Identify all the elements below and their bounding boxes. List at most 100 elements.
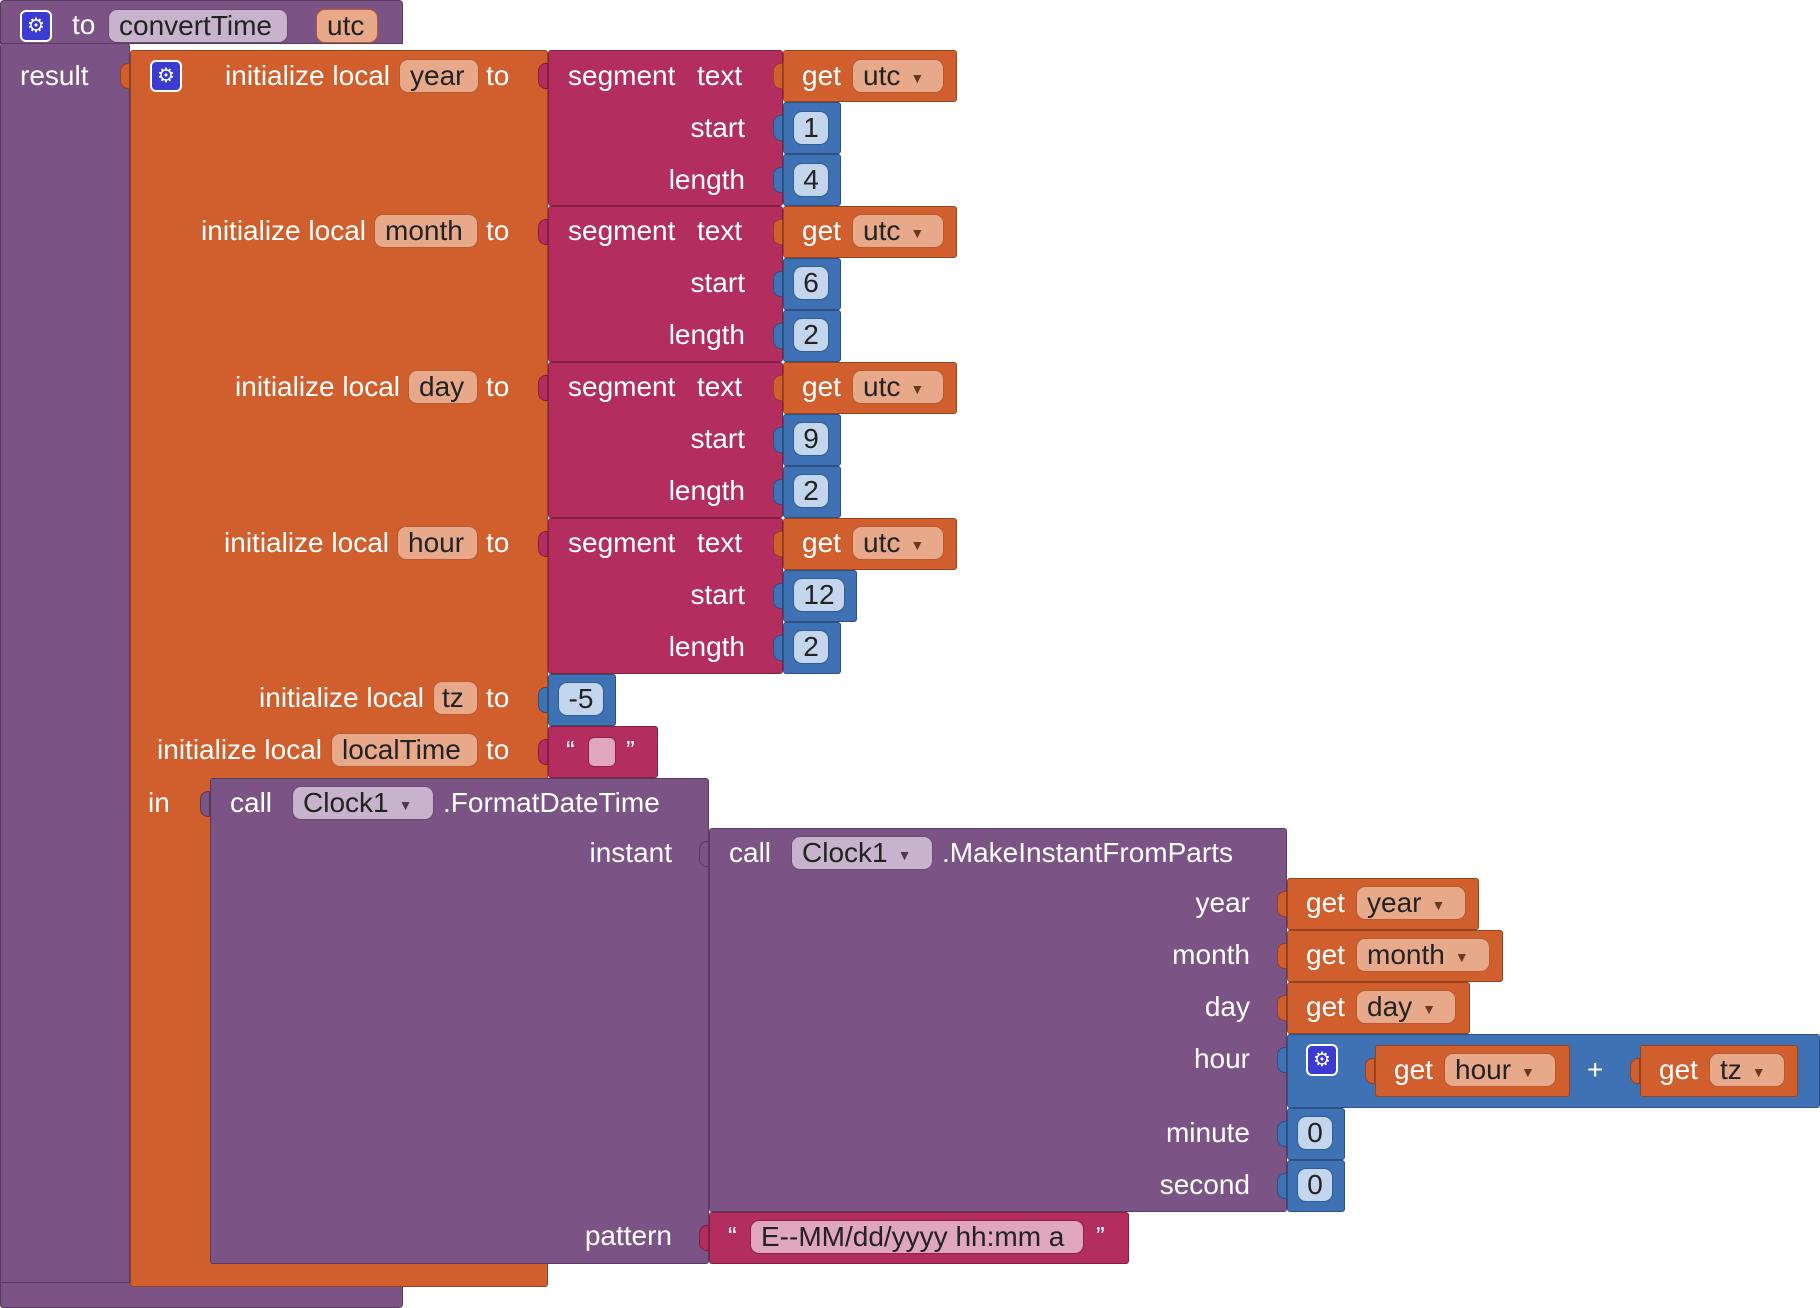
format-instant-label: instant <box>589 837 673 868</box>
segment-block-hour[interactable] <box>548 518 783 674</box>
init-local-label-day: initialize local <box>235 371 400 402</box>
init-local-label-localtime: initialize local <box>157 734 322 765</box>
result-connector <box>120 63 130 89</box>
addition-gear-icon[interactable]: ⚙ <box>1306 1044 1338 1076</box>
number-value-hour-start[interactable]: 12 <box>793 578 845 612</box>
format-call-label: call <box>230 787 273 818</box>
dropdown-arrow-icon: ▼ <box>897 846 912 863</box>
get-label-utc-year: get <box>802 60 841 91</box>
segment-text-label-day: text <box>697 371 743 402</box>
format-pattern-label: pattern <box>584 1220 672 1251</box>
segment-connector-year <box>538 63 548 89</box>
number-block-second[interactable] <box>1287 1160 1345 1212</box>
get-utc-dropdown-year[interactable]: utc ▼ <box>852 59 944 93</box>
get-label-utc-hour: get <box>802 527 841 558</box>
param-year-label: year <box>1195 887 1250 918</box>
number-value-year-length[interactable]: 4 <box>793 163 829 197</box>
format-datetime-connector <box>200 791 210 817</box>
local-name-day[interactable]: day <box>408 370 478 404</box>
number-value-tz[interactable]: -5 <box>558 682 604 716</box>
number-value-year-start[interactable]: 1 <box>793 111 829 145</box>
get-month-connector <box>1277 943 1287 969</box>
number-connector-hour-start <box>773 583 783 609</box>
get-tz-dropdown[interactable]: tz ▼ <box>1709 1053 1785 1087</box>
number-value-month-length[interactable]: 2 <box>793 318 829 352</box>
local-name-month[interactable]: month <box>374 214 478 248</box>
format-datetime-block[interactable] <box>210 778 709 1264</box>
procedure-gear-icon[interactable]: ⚙ <box>20 10 52 42</box>
open-quote-localtime: “ <box>566 735 575 765</box>
init-local-label-month: initialize local <box>201 215 366 246</box>
init-to-year: to <box>486 60 510 91</box>
number-connector-day-start <box>773 427 783 453</box>
get-hour-dropdown[interactable]: hour ▼ <box>1444 1053 1556 1087</box>
addition-connector <box>1277 1047 1287 1073</box>
get-hour-connector <box>1365 1058 1375 1084</box>
local-name-localtime[interactable]: localTime <box>331 733 478 767</box>
number-value-minute[interactable]: 0 <box>1297 1116 1333 1150</box>
get-year-dropdown[interactable]: year ▼ <box>1356 886 1466 920</box>
segment-block-year[interactable] <box>548 50 783 206</box>
procedure-body <box>0 43 130 1308</box>
local-name-year[interactable]: year <box>399 59 479 93</box>
get-utc-dropdown-month[interactable]: utc ▼ <box>852 214 944 248</box>
init-local-label-hour: initialize local <box>224 527 389 558</box>
make-component-dropdown[interactable]: Clock1 ▼ <box>791 836 933 870</box>
segment-length-label-year: length <box>668 164 745 195</box>
get-tz-connector <box>1630 1058 1640 1084</box>
init-to-tz: to <box>486 682 510 713</box>
segment-label-hour: segment <box>568 527 676 558</box>
format-method-label: .FormatDateTime <box>443 787 660 818</box>
get-utc-dropdown-hour[interactable]: utc ▼ <box>852 526 944 560</box>
number-connector-day-length <box>773 479 783 505</box>
get-hour-label: get <box>1394 1054 1433 1085</box>
dropdown-arrow-icon: ▼ <box>910 380 925 397</box>
local-name-tz[interactable]: tz <box>433 681 478 715</box>
get-utc-connector-year <box>773 63 783 89</box>
get-month-label: get <box>1306 939 1345 970</box>
init-to-day: to <box>486 371 510 402</box>
get-utc-value-hour: utc <box>863 527 901 558</box>
get-hour-value: hour <box>1455 1054 1512 1085</box>
dropdown-arrow-icon: ▼ <box>398 796 413 813</box>
make-instant-connector <box>699 841 709 867</box>
procedure-param-utc[interactable]: utc <box>316 9 378 43</box>
make-method-label: .MakeInstantFromParts <box>942 837 1233 868</box>
text-value-pattern[interactable]: E--MM/dd/yyyy hh:mm a <box>750 1220 1084 1254</box>
number-value-second[interactable]: 0 <box>1297 1168 1333 1202</box>
get-label-utc-day: get <box>802 371 841 402</box>
dropdown-arrow-icon: ▼ <box>910 536 925 553</box>
segment-connector-hour <box>538 531 548 557</box>
get-utc-connector-month <box>773 219 783 245</box>
segment-block-month[interactable] <box>548 206 783 362</box>
dropdown-arrow-icon: ▼ <box>910 224 925 241</box>
number-value-day-start[interactable]: 9 <box>793 422 829 456</box>
in-label: in <box>148 787 170 818</box>
number-value-hour-length[interactable]: 2 <box>793 630 829 664</box>
dropdown-arrow-icon: ▼ <box>1422 1000 1437 1017</box>
segment-start-label-day: start <box>690 423 745 454</box>
local-variables-gear-icon[interactable]: ⚙ <box>150 60 182 92</box>
get-utc-dropdown-day[interactable]: utc ▼ <box>852 370 944 404</box>
get-month-dropdown[interactable]: month ▼ <box>1356 938 1490 972</box>
format-component-dropdown[interactable]: Clock1 ▼ <box>292 786 434 820</box>
number-connector-minute <box>1277 1121 1287 1147</box>
dropdown-arrow-icon: ▼ <box>910 69 925 86</box>
segment-length-label-day: length <box>668 475 745 506</box>
get-day-connector <box>1277 995 1287 1021</box>
number-value-month-start[interactable]: 6 <box>793 266 829 300</box>
init-local-label-tz: initialize local <box>259 682 424 713</box>
get-day-dropdown[interactable]: day ▼ <box>1356 990 1456 1024</box>
local-name-hour[interactable]: hour <box>397 526 478 560</box>
procedure-name-field[interactable]: convertTime <box>108 9 288 43</box>
plus-operator-label: + <box>1587 1054 1604 1085</box>
number-connector-month-length <box>773 323 783 349</box>
text-value-localtime[interactable] <box>588 737 616 767</box>
segment-start-label-year: start <box>690 112 745 143</box>
param-day-label: day <box>1204 991 1250 1022</box>
dropdown-arrow-icon: ▼ <box>1521 1063 1535 1080</box>
get-month-value: month <box>1367 939 1445 970</box>
number-value-day-length[interactable]: 2 <box>793 474 829 508</box>
segment-block-day[interactable] <box>548 362 783 518</box>
get-label-utc-month: get <box>802 215 841 246</box>
